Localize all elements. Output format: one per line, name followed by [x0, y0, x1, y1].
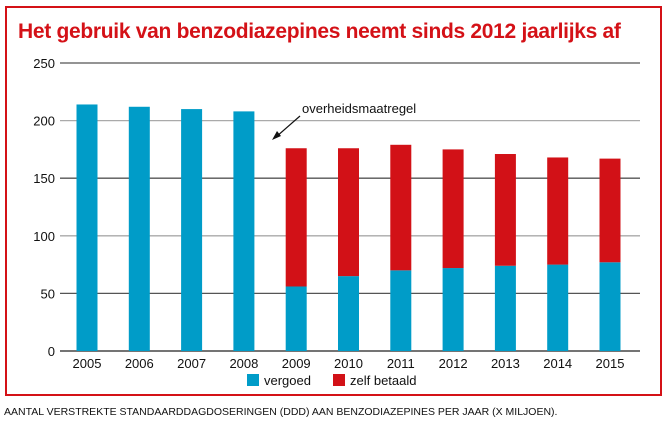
annotation-arrow: [275, 115, 301, 138]
bar-vergoed-2011: [390, 270, 412, 351]
chart-caption: AANTAL VERSTREKTE STANDAARDDAGDOSERINGEN…: [4, 406, 558, 418]
legend-label-zelf-betaald: zelf betaald: [350, 373, 417, 388]
x-tick-label: 2011: [387, 356, 415, 371]
bar-zelf-betaald-2015: [599, 158, 621, 263]
annotation-text: overheidsmaatregel: [302, 101, 416, 116]
x-tick-label: 2015: [596, 356, 625, 371]
x-tick-label: 2008: [229, 356, 258, 371]
x-tick-label: 2009: [282, 356, 311, 371]
legend: vergoed zelf betaald: [247, 373, 417, 388]
legend-swatch-zelf-betaald: [333, 374, 345, 386]
x-tick-label: 2006: [125, 356, 154, 371]
bar-vergoed-2012: [442, 268, 464, 351]
bar-vergoed-2009: [285, 286, 307, 351]
bar-zelf-betaald-2011: [390, 144, 412, 271]
annotation: overheidsmaatregel: [272, 101, 416, 140]
bar-zelf-betaald-2013: [494, 154, 516, 266]
y-tick-label: 0: [48, 344, 55, 359]
bar-vergoed-2015: [599, 262, 621, 351]
bar-vergoed-2010: [338, 276, 359, 351]
y-tick-label: 100: [33, 229, 55, 244]
chart-title: Het gebruik van benzodiazepines neemt si…: [18, 20, 621, 43]
bar-vergoed-2006: [128, 106, 150, 351]
bar-zelf-betaald-2010: [338, 148, 359, 277]
bar-vergoed-2007: [181, 109, 203, 351]
bar-vergoed-2008: [233, 111, 255, 351]
bar-zelf-betaald-2009: [285, 148, 307, 287]
x-tick-label: 2014: [543, 356, 572, 371]
x-tick-label: 2012: [439, 356, 468, 371]
x-tick-label: 2010: [334, 356, 363, 371]
y-tick-label: 150: [33, 171, 55, 186]
legend-label-vergoed: vergoed: [264, 373, 311, 388]
bar-zelf-betaald-2012: [442, 149, 464, 269]
x-tick-label: 2007: [177, 356, 206, 371]
y-tick-label: 200: [33, 114, 55, 129]
x-tick-label: 2013: [491, 356, 520, 371]
y-tick-label: 250: [33, 56, 55, 71]
bar-zelf-betaald-2014: [547, 157, 569, 265]
bar-vergoed-2005: [76, 104, 98, 351]
legend-swatch-vergoed: [247, 374, 259, 386]
chart-frame: [5, 6, 662, 396]
x-tick-label: 2005: [73, 356, 102, 371]
y-tick-label: 50: [41, 286, 55, 301]
annotation-arrowhead: [272, 131, 281, 140]
bar-vergoed-2014: [547, 264, 569, 351]
bar-vergoed-2013: [494, 265, 516, 351]
